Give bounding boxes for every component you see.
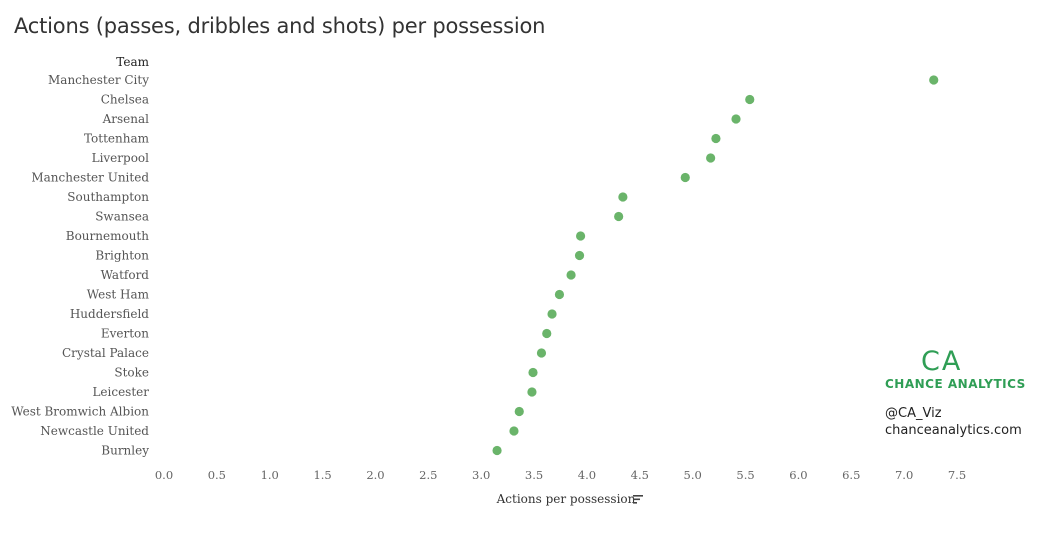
- brand-logo: CA: [921, 346, 963, 377]
- x-tick-label: 2.5: [419, 468, 437, 482]
- x-tick-label: 2.0: [366, 468, 384, 482]
- x-tick-label: 5.0: [684, 468, 702, 482]
- team-label[interactable]: Bournemouth: [66, 229, 149, 243]
- x-tick-label: 0.0: [155, 468, 173, 482]
- data-point[interactable]: [547, 309, 557, 319]
- data-point[interactable]: [514, 406, 524, 417]
- team-label[interactable]: Burnley: [101, 444, 149, 458]
- x-tick-label: 3.5: [525, 468, 543, 482]
- x-tick-label: 7.0: [895, 468, 913, 482]
- x-tick-label: 1.5: [313, 468, 331, 482]
- team-label[interactable]: Tottenham: [84, 132, 150, 146]
- team-label[interactable]: Stoke: [114, 366, 149, 380]
- x-tick-label: 4.5: [631, 468, 649, 482]
- data-point[interactable]: [929, 75, 939, 85]
- team-label[interactable]: Chelsea: [101, 93, 149, 107]
- team-label[interactable]: Southampton: [67, 190, 149, 204]
- category-header[interactable]: Team: [116, 55, 149, 69]
- data-point[interactable]: [618, 192, 628, 202]
- data-point[interactable]: [492, 445, 502, 456]
- x-tick-label: 0.5: [208, 468, 226, 482]
- data-point[interactable]: [575, 231, 586, 241]
- team-label[interactable]: Watford: [101, 268, 150, 282]
- team-label[interactable]: Liverpool: [92, 151, 150, 165]
- x-tick-label: 6.5: [842, 468, 860, 482]
- data-point[interactable]: [536, 348, 547, 358]
- team-label[interactable]: Manchester City: [48, 73, 149, 87]
- team-label[interactable]: Arsenal: [102, 112, 150, 126]
- x-tick-label: 1.0: [261, 468, 279, 482]
- team-label[interactable]: Everton: [101, 327, 149, 341]
- x-tick-label: 6.0: [789, 468, 807, 482]
- team-label[interactable]: Brighton: [95, 249, 149, 263]
- team-label[interactable]: West Bromwich Albion: [11, 405, 149, 419]
- x-tick-label: 7.5: [948, 468, 966, 482]
- x-tick-label: 4.0: [578, 468, 596, 482]
- team-label[interactable]: Newcastle United: [40, 424, 149, 438]
- data-point[interactable]: [527, 387, 537, 397]
- data-point[interactable]: [680, 172, 690, 183]
- data-point[interactable]: [745, 94, 755, 105]
- team-label[interactable]: Crystal Palace: [62, 346, 149, 360]
- brand-website: chanceanalytics.com: [885, 423, 1022, 438]
- data-point[interactable]: [731, 114, 741, 124]
- data-point[interactable]: [711, 133, 721, 144]
- team-label[interactable]: Swansea: [95, 210, 149, 224]
- data-point[interactable]: [554, 289, 565, 300]
- team-label[interactable]: Manchester United: [31, 171, 149, 185]
- x-tick-label: 3.0: [472, 468, 490, 482]
- data-point[interactable]: [574, 250, 585, 261]
- team-label[interactable]: West Ham: [87, 288, 150, 302]
- data-point[interactable]: [509, 426, 519, 436]
- sort-icon[interactable]: [633, 495, 643, 504]
- brand-name: CHANCE ANALYTICS: [885, 377, 1026, 391]
- chart-title: Actions (passes, dribbles and shots) per…: [14, 14, 546, 38]
- team-label[interactable]: Leicester: [92, 385, 149, 399]
- data-point[interactable]: [706, 153, 716, 163]
- data-point[interactable]: [542, 328, 552, 339]
- x-tick-label: 5.5: [736, 468, 754, 482]
- data-point[interactable]: [614, 211, 624, 222]
- data-point[interactable]: [566, 270, 576, 280]
- brand-handle: @CA_Viz: [885, 406, 942, 421]
- data-point[interactable]: [528, 367, 538, 378]
- team-label[interactable]: Huddersfield: [70, 307, 149, 321]
- x-axis-title[interactable]: Actions per possession: [496, 492, 636, 506]
